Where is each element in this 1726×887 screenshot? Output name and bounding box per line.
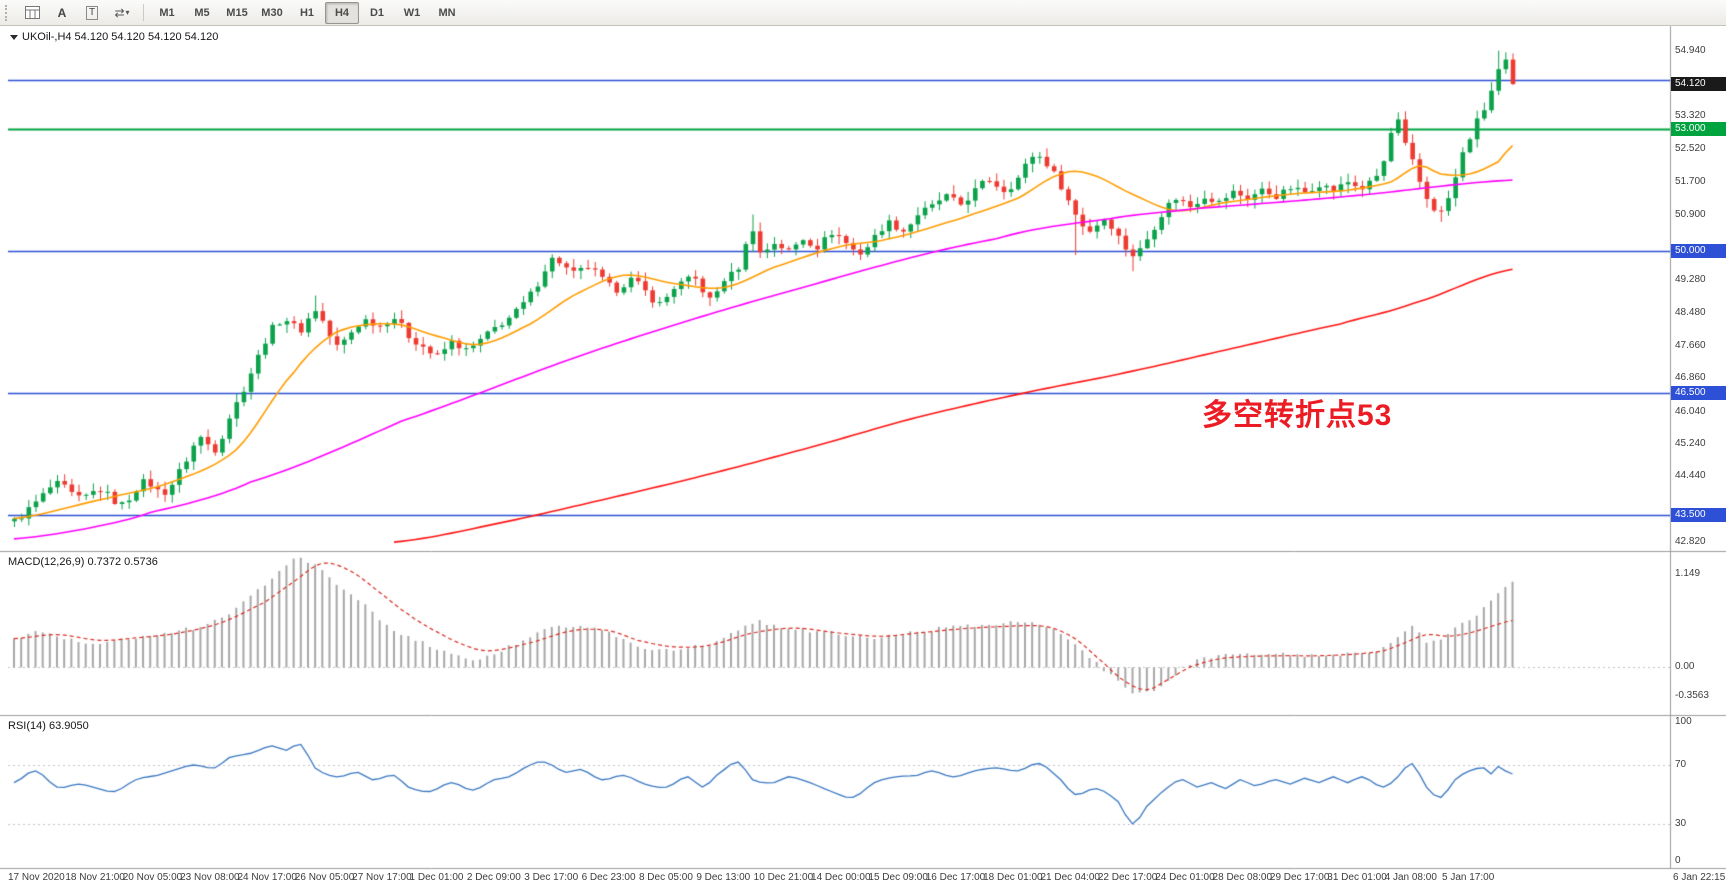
price-tick: 50.900	[1675, 208, 1706, 220]
macd-header: MACD(12,26,9) 0.7372 0.5736	[8, 556, 158, 568]
price-tick: 46.040	[1675, 405, 1706, 417]
cycle-arrows-icon: ⇄	[114, 5, 125, 20]
time-label: 29 Dec 17:00	[1269, 872, 1330, 883]
timeframe-m30[interactable]: M30	[261, 6, 283, 19]
time-label: 16 Dec 17:00	[925, 872, 986, 883]
cycle-tool-button[interactable]: ⇄ ▾	[107, 2, 137, 24]
time-label: 4 Jan 08:00	[1384, 872, 1437, 883]
price-tick: 48.480	[1675, 306, 1706, 318]
timeframe-m5[interactable]: M5	[194, 6, 210, 19]
time-label: 28 Dec 08:00	[1212, 872, 1273, 883]
price-tick: 46.860	[1675, 372, 1706, 384]
time-label: 22 Dec 17:00	[1097, 872, 1158, 883]
price-tick: 44.440	[1675, 470, 1706, 482]
time-label: 20 Nov 05:00	[122, 872, 183, 883]
macd-tick: -0.3563	[1675, 690, 1709, 702]
timeframe-h4[interactable]: H4	[325, 1, 359, 24]
time-label: 17 Nov 2020	[8, 872, 65, 883]
timeframe-mn[interactable]: MN	[438, 6, 456, 19]
time-label: 9 Dec 13:00	[696, 872, 751, 883]
time-label: 21 Dec 04:00	[1040, 872, 1100, 883]
macd-tick: 0.00	[1675, 661, 1695, 673]
time-label: 26 Nov 05:00	[294, 872, 355, 883]
time-label: 18 Nov 21:00	[65, 872, 125, 883]
time-label: 8 Dec 05:00	[638, 872, 693, 883]
time-label: 18 Dec 01:00	[983, 872, 1043, 883]
time-label: 2 Dec 09:00	[466, 872, 521, 883]
price-level-label: 43.500	[1671, 507, 1726, 522]
time-label: 10 Dec 21:00	[753, 872, 814, 883]
text-tool-icon: A	[57, 5, 67, 20]
price-tick: 49.280	[1675, 274, 1706, 286]
time-label: 15 Dec 09:00	[868, 872, 928, 883]
frame-tool-button[interactable]: T	[77, 2, 107, 24]
chart-dropdown-icon[interactable]	[10, 34, 18, 40]
time-label: 6 Dec 23:00	[581, 872, 636, 883]
price-tick: 54.940	[1675, 44, 1706, 56]
time-label: 24 Dec 01:00	[1155, 872, 1215, 883]
price-level-label: 53.000	[1671, 122, 1726, 137]
chart-header: UKOil-,H4 54.120 54.120 54.120 54.120	[10, 31, 218, 43]
price-level-label: 54.120	[1671, 76, 1726, 91]
price-tick: 52.520	[1675, 142, 1706, 154]
timeframe-group: M1 M5 M15 M30 H1 H4 D1 W1 MN	[150, 1, 464, 24]
timeframe-m15[interactable]: M15	[226, 6, 248, 19]
time-label: 14 Dec 00:00	[811, 872, 871, 883]
chevron-down-icon: ▾	[125, 8, 130, 17]
price-level-label: 50.000	[1671, 244, 1726, 258]
rsi-tick: 0	[1675, 855, 1681, 866]
time-label: 5 Jan 17:00	[1442, 872, 1495, 883]
rsi-header: RSI(14) 63.9050	[8, 720, 89, 732]
grid-icon-glyph	[24, 6, 40, 19]
time-label: 23 Nov 08:00	[180, 872, 240, 883]
toolbar-grip[interactable]	[5, 4, 11, 21]
annotation-text[interactable]: 多空转折点53	[1202, 399, 1393, 432]
rsi-tick: 70	[1675, 759, 1687, 771]
price-tick: 53.320	[1675, 110, 1706, 122]
rsi-tick: 100	[1675, 716, 1692, 727]
time-label: 31 Dec 01:00	[1327, 872, 1387, 883]
timeframe-d1[interactable]: D1	[369, 6, 385, 19]
time-label: 1 Dec 01:00	[409, 872, 464, 883]
timeframe-h1[interactable]: H1	[299, 6, 315, 19]
price-tick: 47.660	[1675, 339, 1706, 351]
macd-tick: 1.149	[1675, 567, 1701, 579]
text-tool-button[interactable]: A	[47, 2, 77, 24]
price-tick: 45.240	[1675, 437, 1706, 449]
price-tick: 42.820	[1675, 536, 1706, 548]
chart-header-text: UKOil-,H4 54.120 54.120 54.120 54.120	[22, 31, 219, 43]
time-label: 27 Nov 17:00	[352, 872, 412, 883]
toolbar-separator	[143, 4, 144, 21]
corner-time-label: 6 Jan 22:15	[1673, 872, 1726, 883]
grid-icon[interactable]	[17, 2, 47, 24]
rsi-tick: 30	[1675, 817, 1687, 829]
time-label: 24 Nov 17:00	[237, 872, 297, 883]
toolbar: A T ⇄ ▾ M1 M5 M15 M30 H1 H4 D1 W1 MN	[0, 0, 1726, 26]
timeframe-w1[interactable]: W1	[403, 6, 421, 19]
time-label: 3 Dec 17:00	[524, 872, 579, 883]
price-tick: 51.700	[1675, 176, 1706, 188]
price-level-label: 46.500	[1671, 385, 1726, 400]
timeframe-m1[interactable]: M1	[159, 6, 175, 19]
frame-tool-icon: T	[85, 5, 99, 20]
